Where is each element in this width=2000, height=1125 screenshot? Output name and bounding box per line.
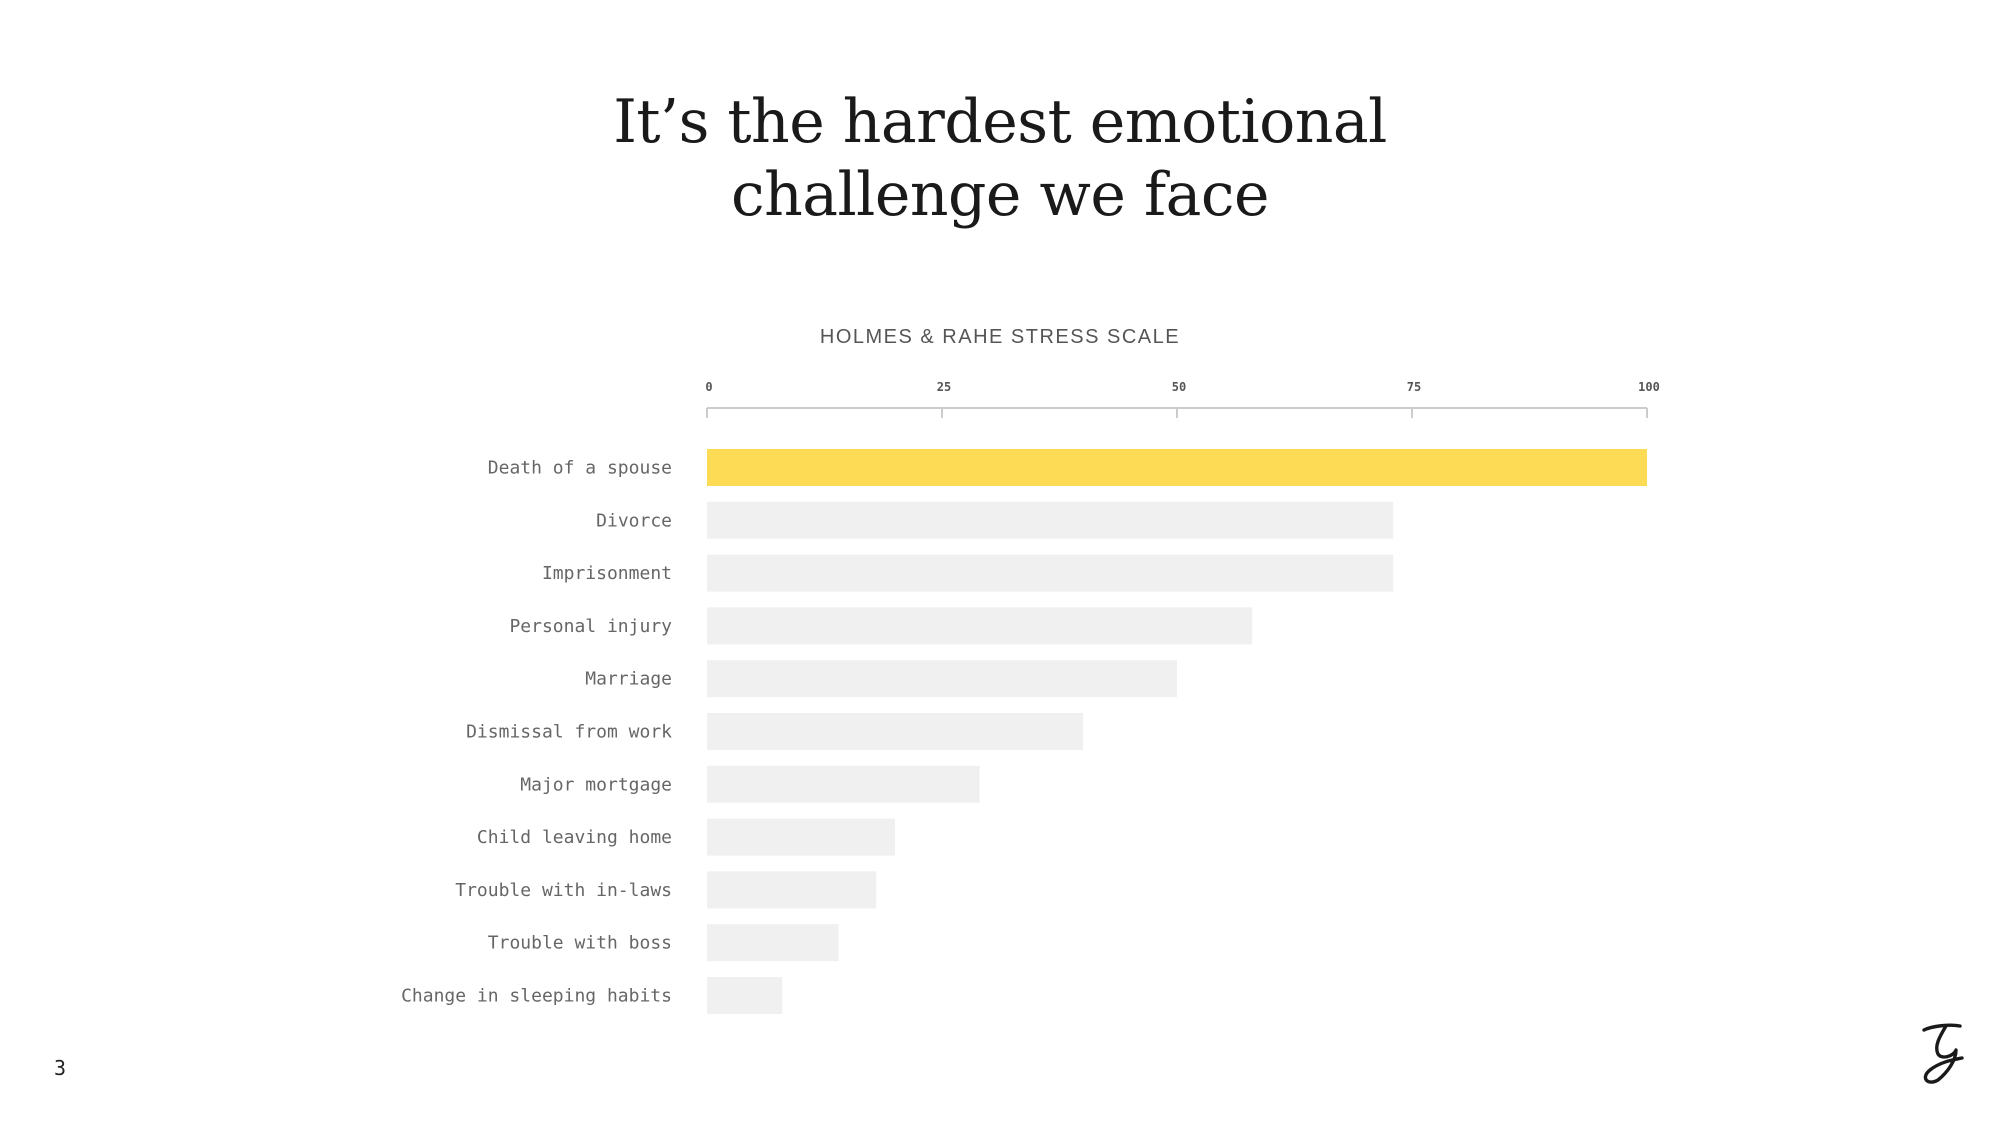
bar <box>707 501 1394 539</box>
bar <box>707 660 1177 698</box>
slide-title: It’s the hardest emotional challenge we … <box>500 86 1500 232</box>
chart-title: HOLMES & RAHE STRESS SCALE <box>819 326 1181 348</box>
bar <box>707 977 783 1014</box>
slide-title-line-1: It’s the hardest emotional <box>613 87 1387 157</box>
category-label: Trouble with in-laws <box>455 880 672 901</box>
category-label: Dismissal from work <box>466 722 672 743</box>
x-tick-label: 25 <box>937 380 951 394</box>
category-label: Trouble with boss <box>488 933 672 954</box>
category-label: Death of a spouse <box>488 458 672 479</box>
bar <box>707 765 980 803</box>
category-labels: Death of a spouse Divorce Imprisonment Pers… <box>401 458 672 1007</box>
bars <box>707 449 1647 1014</box>
x-tick-label: 75 <box>1407 380 1421 394</box>
category-label: Child leaving home <box>477 827 672 848</box>
category-label: Change in sleeping habits <box>401 986 672 1007</box>
category-label: Major mortgage <box>520 774 672 795</box>
bar <box>707 449 1647 486</box>
bar <box>707 818 895 856</box>
x-tick-label: 50 <box>1172 380 1186 394</box>
bar <box>707 871 877 909</box>
bar <box>707 554 1394 592</box>
bar <box>707 924 839 962</box>
category-label: Imprisonment <box>542 563 672 584</box>
x-tick-label: 0 <box>705 380 712 394</box>
script-g-logo-icon <box>1922 1023 1964 1084</box>
bar <box>707 607 1253 645</box>
x-axis: 0 25 50 75 100 <box>705 380 1660 418</box>
category-label: Marriage <box>585 669 672 690</box>
category-label: Personal injury <box>509 616 672 637</box>
page-number: 3 <box>54 1056 67 1080</box>
category-label: Divorce <box>596 510 672 531</box>
bar <box>707 713 1083 750</box>
x-tick-label: 100 <box>1638 380 1660 394</box>
slide-title-line-2: challenge we face <box>730 160 1270 230</box>
